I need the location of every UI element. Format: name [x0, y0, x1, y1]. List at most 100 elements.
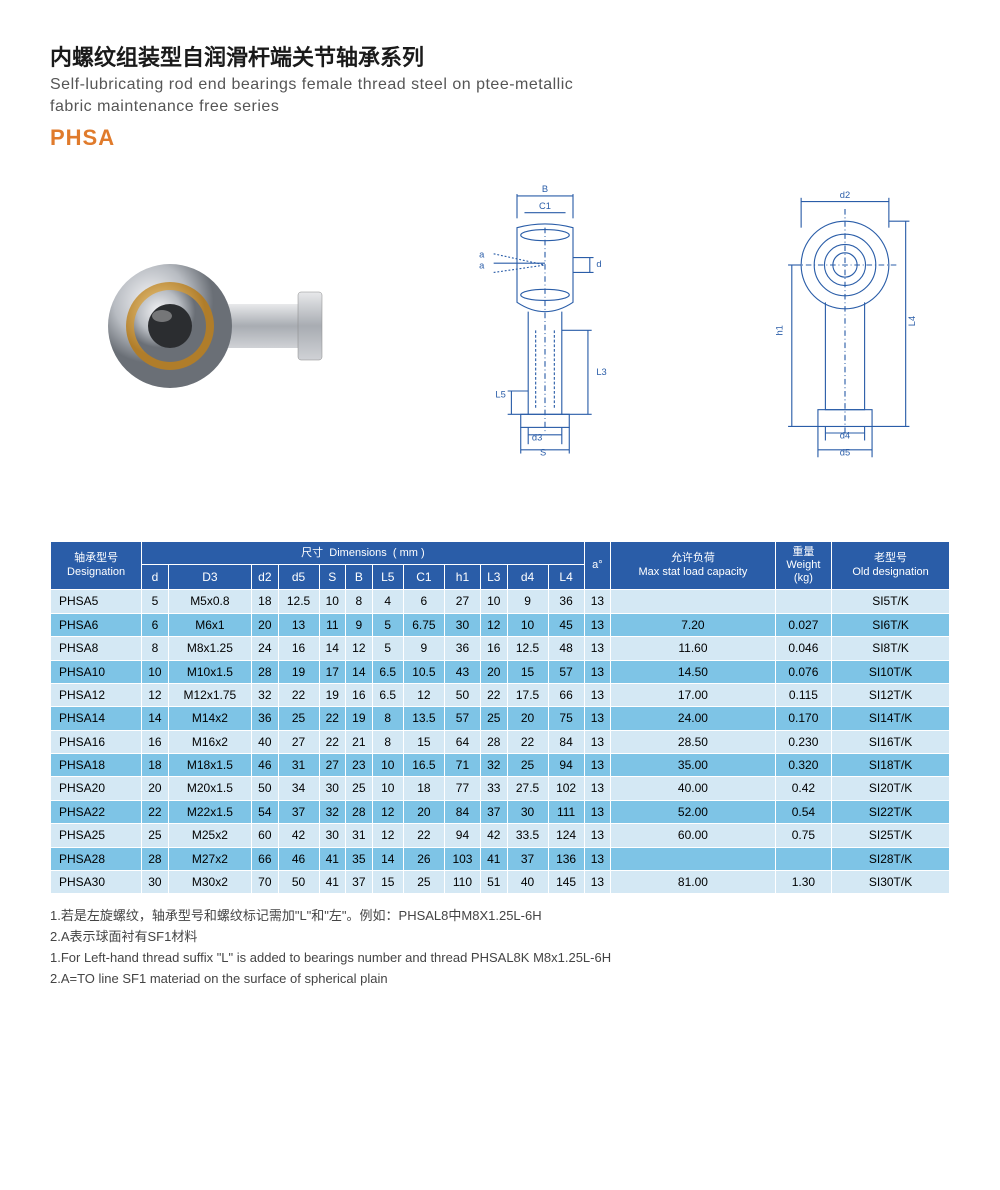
table-cell: 31 [278, 754, 319, 777]
table-cell: 21 [346, 730, 373, 753]
hdr-col: D3 [168, 565, 251, 590]
table-cell: 37 [507, 847, 548, 870]
table-cell: 41 [319, 871, 346, 894]
table-row: PHSA2020M20x1.5503430251018773327.510213… [51, 777, 950, 800]
table-cell: 13 [584, 847, 611, 870]
table-cell: 40 [252, 730, 279, 753]
table-cell: 30 [319, 824, 346, 847]
hdr-designation: 轴承型号 Designation [51, 541, 142, 590]
table-cell: 24 [252, 637, 279, 660]
table-cell: 18 [252, 590, 279, 613]
table-cell: 16.5 [403, 754, 444, 777]
table-cell: 12 [403, 683, 444, 706]
table-cell: PHSA18 [51, 754, 142, 777]
svg-text:B: B [542, 184, 548, 194]
table-cell: SI10T/K [832, 660, 950, 683]
table-cell: 32 [319, 800, 346, 823]
table-cell: 13 [278, 613, 319, 636]
table-cell: 6 [142, 613, 169, 636]
table-cell: 10.5 [403, 660, 444, 683]
table-cell: 15 [403, 730, 444, 753]
table-cell: 8 [346, 590, 373, 613]
table-cell: PHSA8 [51, 637, 142, 660]
table-cell: 24.00 [611, 707, 776, 730]
table-cell: 13 [584, 683, 611, 706]
table-cell: 13 [584, 730, 611, 753]
table-cell: 36 [444, 637, 480, 660]
table-cell: 57 [548, 660, 584, 683]
table-cell: 20 [481, 660, 508, 683]
table-cell: SI14T/K [832, 707, 950, 730]
table-cell: 13 [584, 590, 611, 613]
table-cell: 10 [142, 660, 169, 683]
table-cell: 12 [372, 800, 403, 823]
table-cell: 75 [548, 707, 584, 730]
table-cell: 27 [278, 730, 319, 753]
table-cell: 35.00 [611, 754, 776, 777]
hdr-col: L5 [372, 565, 403, 590]
table-cell: SI30T/K [832, 871, 950, 894]
table-row: PHSA1818M18x1.5463127231016.571322594133… [51, 754, 950, 777]
table-cell: 22 [319, 707, 346, 730]
table-cell: 28 [252, 660, 279, 683]
table-row: PHSA88M8x1.252416141259361612.5481311.60… [51, 637, 950, 660]
table-cell: 60.00 [611, 824, 776, 847]
table-cell: M20x1.5 [168, 777, 251, 800]
table-cell: 103 [444, 847, 480, 870]
title-en-line1: Self-lubricating rod end bearings female… [50, 76, 573, 93]
table-cell: 36 [252, 707, 279, 730]
table-cell: 10 [507, 613, 548, 636]
table-row: PHSA1212M12x1.75322219166.512502217.5661… [51, 683, 950, 706]
table-cell: SI8T/K [832, 637, 950, 660]
table-cell: 0.076 [775, 660, 831, 683]
table-cell: 15 [507, 660, 548, 683]
table-cell: 30 [142, 871, 169, 894]
table-cell: PHSA6 [51, 613, 142, 636]
table-cell: 9 [403, 637, 444, 660]
table-cell: PHSA14 [51, 707, 142, 730]
table-cell: 16 [278, 637, 319, 660]
table-row: PHSA1616M16x240272221815642822841328.500… [51, 730, 950, 753]
note-3: 1.For Left-hand thread suffix "L" is add… [50, 948, 950, 969]
table-cell: 0.046 [775, 637, 831, 660]
table-cell: 16 [346, 683, 373, 706]
table-cell: 9 [346, 613, 373, 636]
table-cell: 12 [372, 824, 403, 847]
table-cell: 8 [372, 730, 403, 753]
svg-text:a: a [479, 249, 485, 259]
table-cell: 17.00 [611, 683, 776, 706]
spec-table: 轴承型号 Designation 尺寸 Dimensions ( mm ) a°… [50, 541, 950, 895]
table-cell: 6 [403, 590, 444, 613]
table-cell: 34 [278, 777, 319, 800]
table-cell: 22 [319, 730, 346, 753]
table-cell: 28 [142, 847, 169, 870]
table-cell: 14 [372, 847, 403, 870]
table-cell: 6.5 [372, 683, 403, 706]
table-cell: M6x1 [168, 613, 251, 636]
table-cell: 36 [548, 590, 584, 613]
title-chinese: 内螺纹组装型自润滑杆端关节轴承系列 [50, 40, 950, 72]
table-cell: 12.5 [507, 637, 548, 660]
table-cell: 28 [346, 800, 373, 823]
table-cell: PHSA28 [51, 847, 142, 870]
table-cell: 48 [548, 637, 584, 660]
hdr-col: d2 [252, 565, 279, 590]
table-cell: 33.5 [507, 824, 548, 847]
title-english: Self-lubricating rod end bearings female… [50, 74, 950, 119]
table-cell: 7.20 [611, 613, 776, 636]
table-cell: 102 [548, 777, 584, 800]
table-cell: 60 [252, 824, 279, 847]
table-cell: SI5T/K [832, 590, 950, 613]
table-cell: M5x0.8 [168, 590, 251, 613]
table-cell: 13 [584, 660, 611, 683]
spec-table-body: PHSA55M5x0.81812.510846271093613SI5T/KPH… [51, 590, 950, 894]
table-cell: PHSA22 [51, 800, 142, 823]
hdr-col: L4 [548, 565, 584, 590]
table-cell: 12 [481, 613, 508, 636]
figure-row: B C1 a a d L5 L3 d3 S [50, 181, 950, 461]
diagram-front-view: B C1 a a d L5 L3 d3 S [445, 181, 645, 461]
table-cell: 5 [372, 613, 403, 636]
table-cell: 10 [372, 777, 403, 800]
table-cell: 84 [548, 730, 584, 753]
table-cell: 11.60 [611, 637, 776, 660]
